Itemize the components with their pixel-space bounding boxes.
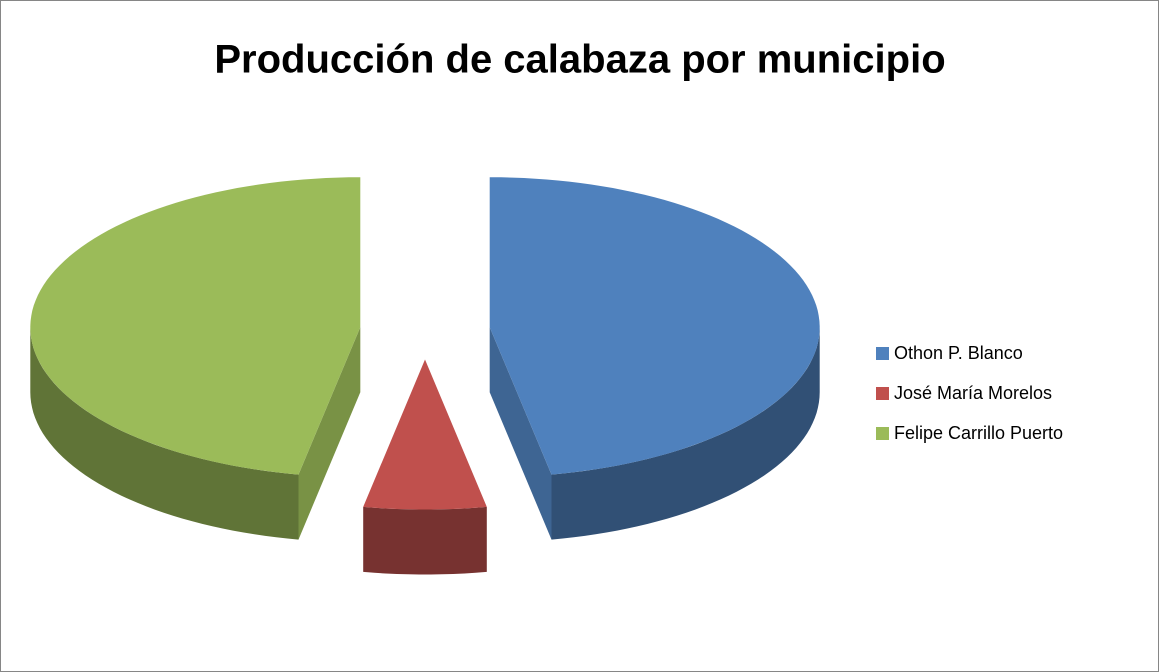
legend-swatch [876, 427, 889, 440]
slice-wall [551, 327, 820, 540]
slice-wall [363, 506, 487, 575]
legend-swatch [876, 387, 889, 400]
slice-wall [30, 327, 299, 540]
legend-label: José María Morelos [894, 383, 1052, 403]
legend-label: Felipe Carrillo Puerto [894, 423, 1063, 443]
chart-title: Producción de calabaza por municipio [214, 38, 945, 82]
slice-side [489, 327, 552, 540]
slice-side [298, 327, 361, 540]
legend-label: Othon P. Blanco [894, 343, 1023, 363]
legend-swatch [876, 347, 889, 360]
slice [363, 359, 487, 510]
slice [489, 177, 820, 475]
slice [30, 177, 361, 475]
